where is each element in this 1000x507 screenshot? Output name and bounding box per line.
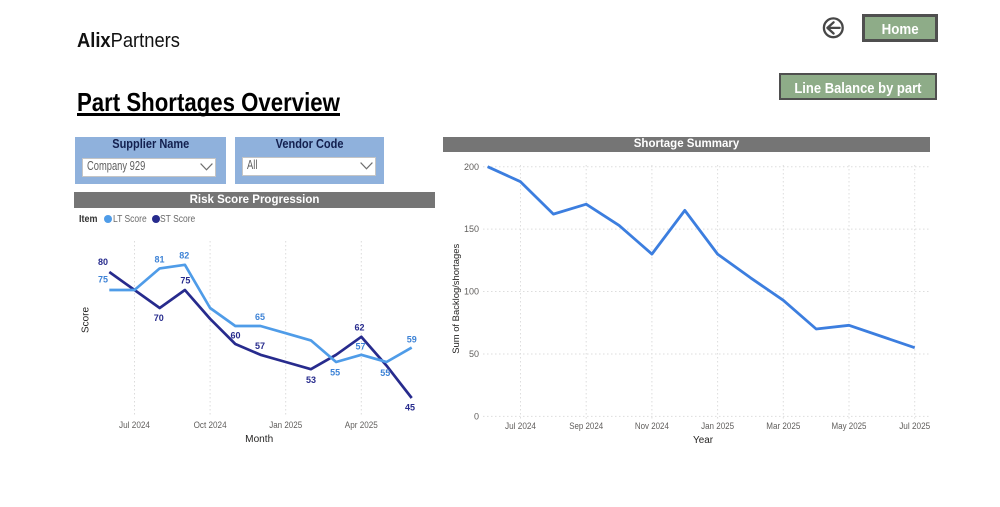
svg-text:Mar 2025: Mar 2025 <box>766 421 800 431</box>
svg-text:82: 82 <box>179 251 189 261</box>
svg-text:50: 50 <box>469 349 479 359</box>
svg-text:55: 55 <box>380 368 390 378</box>
svg-text:59: 59 <box>407 335 417 345</box>
svg-text:0: 0 <box>474 412 479 422</box>
svg-text:150: 150 <box>464 224 479 234</box>
svg-text:Sep 2024: Sep 2024 <box>569 421 603 431</box>
svg-text:Jan 2025: Jan 2025 <box>701 421 734 431</box>
svg-text:Jan 2025: Jan 2025 <box>269 420 302 430</box>
svg-text:Apr 2025: Apr 2025 <box>345 420 378 430</box>
svg-text:53: 53 <box>306 375 316 385</box>
svg-text:45: 45 <box>405 403 415 413</box>
svg-text:Sum of Backlog/shortages: Sum of Backlog/shortages <box>451 244 462 354</box>
svg-text:75: 75 <box>180 275 190 285</box>
svg-text:200: 200 <box>464 162 479 172</box>
svg-text:60: 60 <box>230 331 240 341</box>
svg-text:Jul 2025: Jul 2025 <box>899 421 930 431</box>
svg-text:Jul 2024: Jul 2024 <box>505 421 536 431</box>
svg-text:57: 57 <box>255 341 265 351</box>
svg-text:70: 70 <box>154 313 164 323</box>
svg-text:65: 65 <box>255 312 265 322</box>
svg-text:100: 100 <box>464 287 479 297</box>
svg-text:Nov 2024: Nov 2024 <box>635 421 669 431</box>
svg-text:62: 62 <box>354 323 364 333</box>
svg-text:57: 57 <box>355 341 365 351</box>
svg-text:Oct 2024: Oct 2024 <box>194 420 227 430</box>
svg-text:May 2025: May 2025 <box>832 421 867 431</box>
svg-text:Month: Month <box>245 434 273 445</box>
svg-text:Year: Year <box>693 435 714 446</box>
svg-text:Score: Score <box>81 307 92 333</box>
svg-text:81: 81 <box>154 255 164 265</box>
svg-text:75: 75 <box>98 274 108 284</box>
svg-text:Jul 2024: Jul 2024 <box>119 420 150 430</box>
svg-text:55: 55 <box>330 367 340 377</box>
svg-text:80: 80 <box>98 257 108 267</box>
